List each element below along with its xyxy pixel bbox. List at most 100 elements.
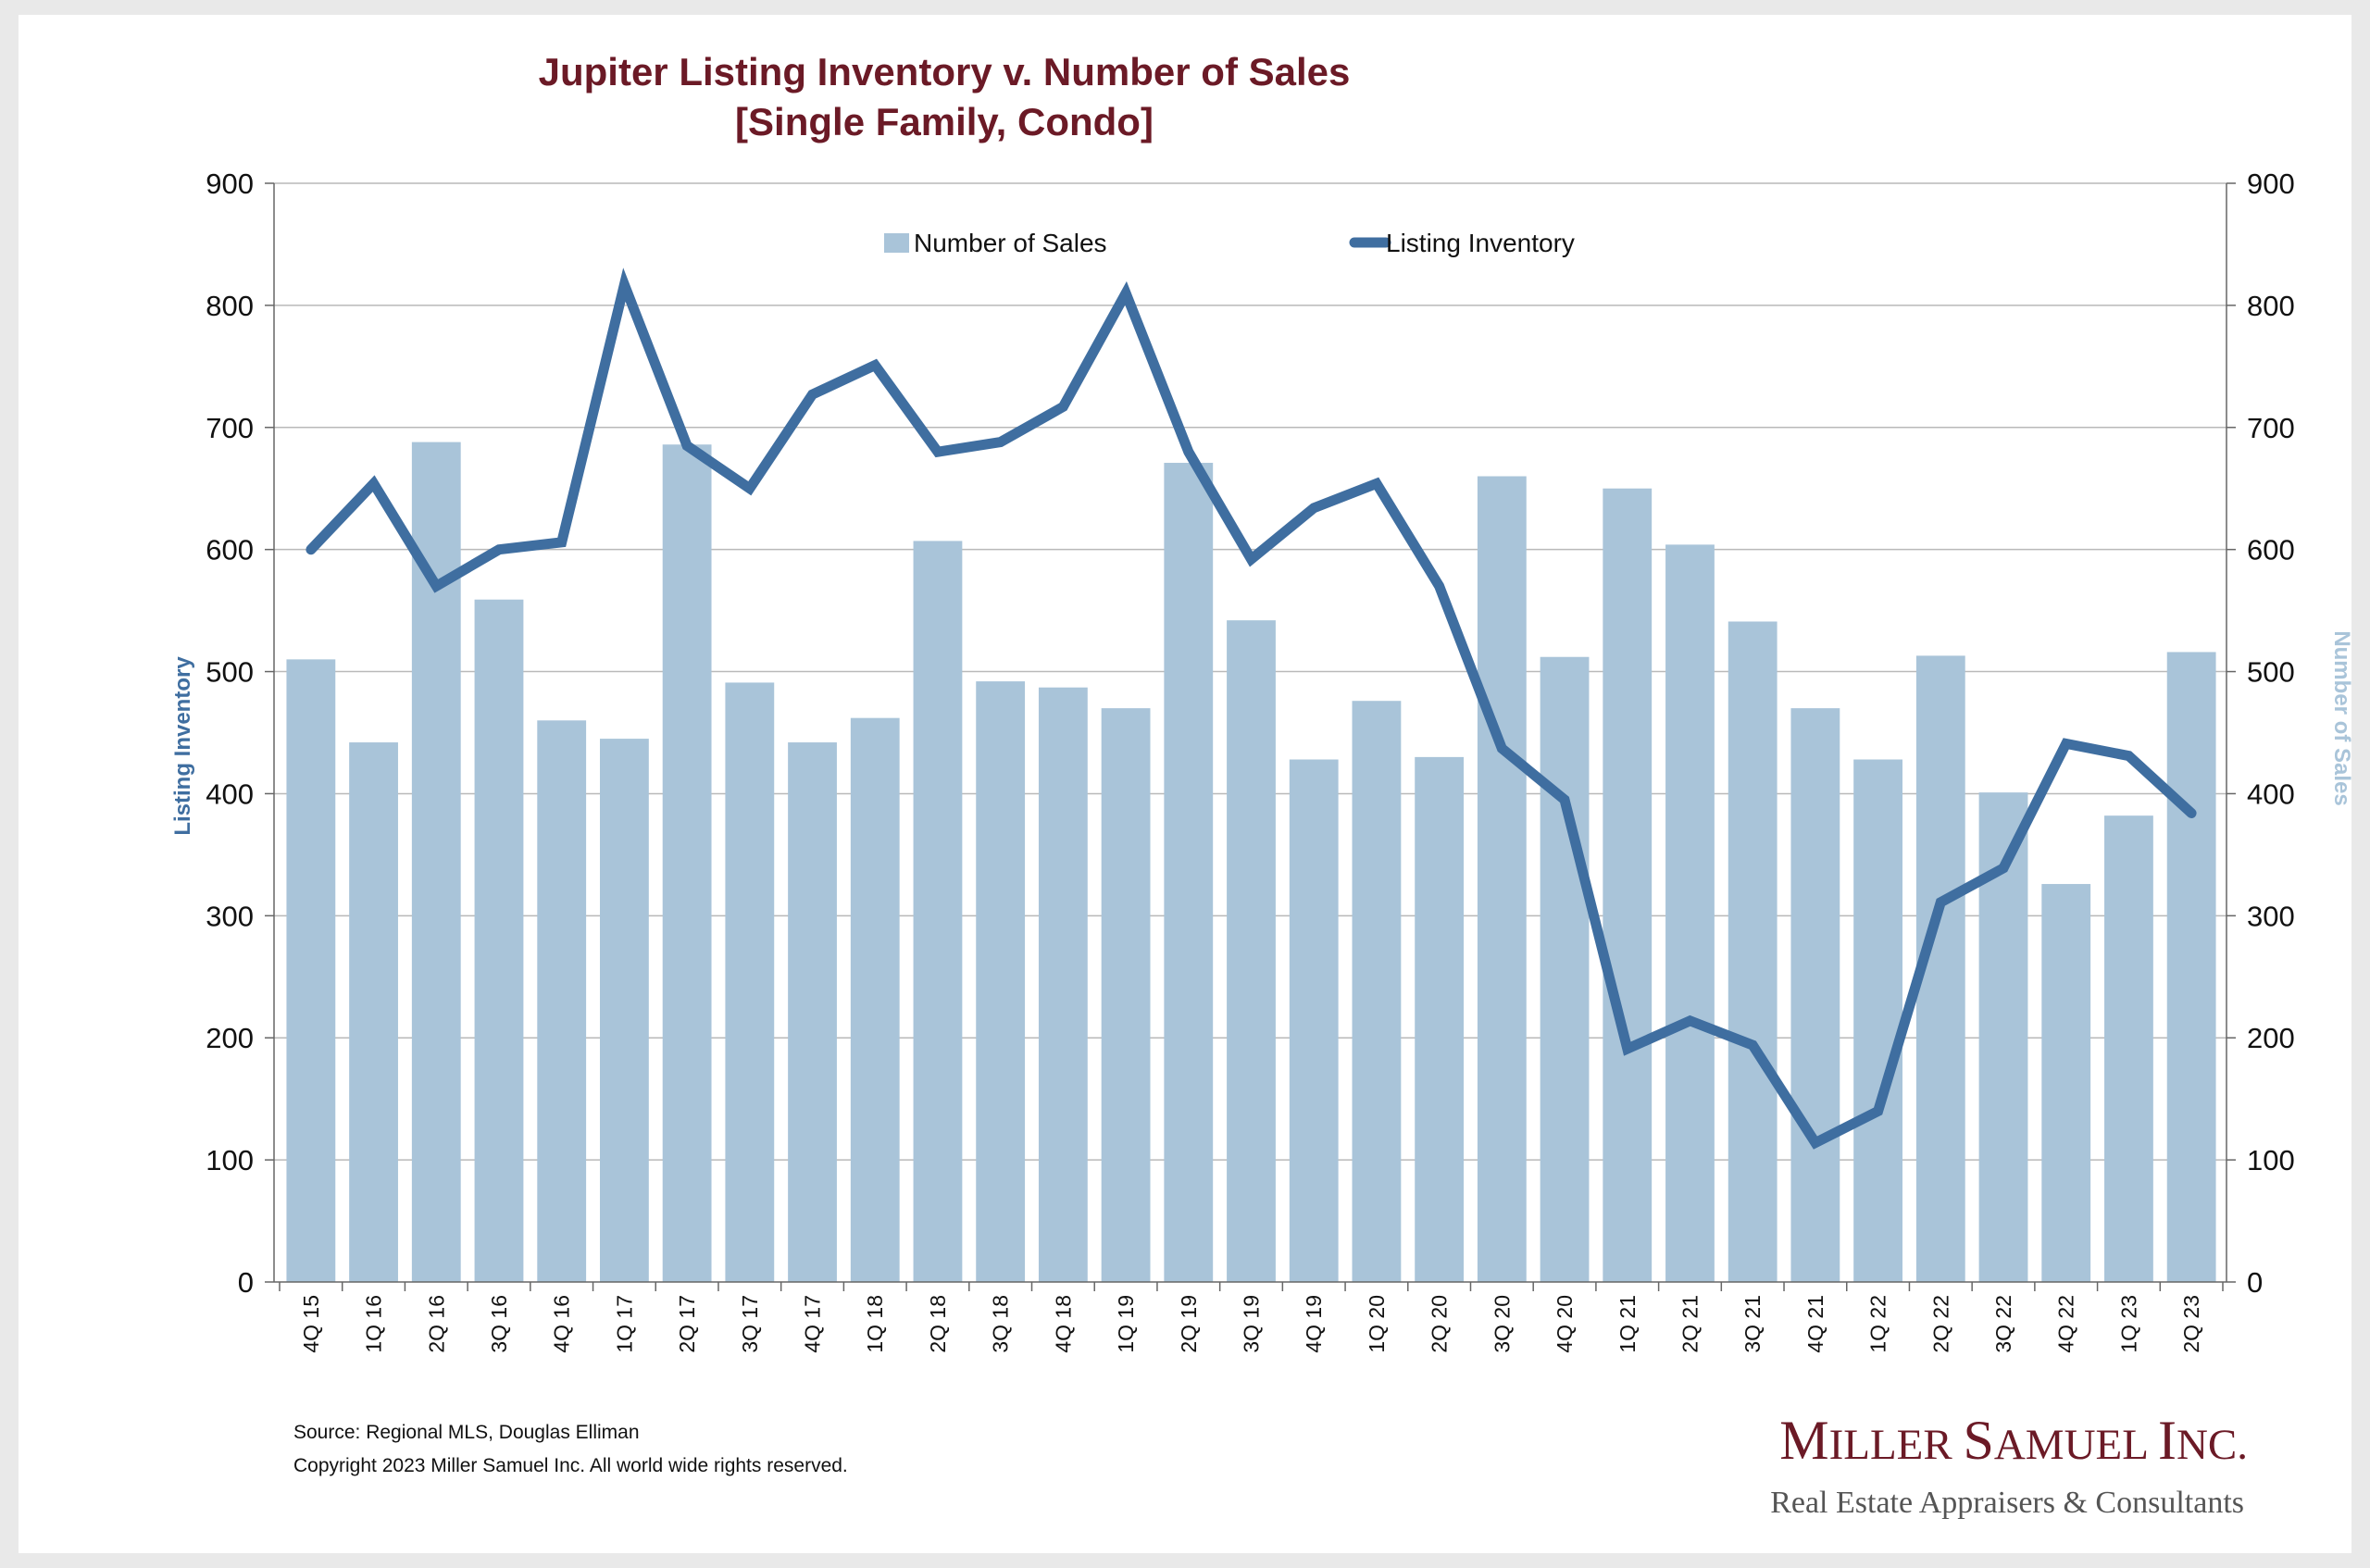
bar (913, 541, 963, 1282)
line-point (309, 548, 312, 551)
line-point (999, 441, 1002, 443)
y-left-tick-label: 600 (206, 534, 254, 566)
y-left-tick-label: 700 (206, 412, 254, 444)
y-right-tick-label: 200 (2247, 1022, 2295, 1054)
x-tick-label: 1Q 22 (1866, 1295, 1890, 1353)
line-point (748, 487, 751, 490)
legend-label-listing-inventory: Listing Inventory (1386, 229, 1575, 257)
y-right-tick-label: 600 (2247, 534, 2295, 566)
x-tick-label: 1Q 18 (863, 1295, 887, 1353)
axes (265, 182, 2236, 1291)
line-series-listing-inventory (306, 268, 2197, 1150)
y-right-tick-label: 100 (2247, 1144, 2295, 1176)
y-right-tick-label: 400 (2247, 778, 2295, 810)
bar (349, 742, 398, 1282)
line-point (874, 364, 877, 367)
line-point (1752, 1044, 1754, 1047)
bar-series-number-of-sales (286, 442, 2216, 1283)
line-point (497, 548, 500, 551)
x-tick-label: 4Q 18 (1051, 1295, 1075, 1353)
legend-label-number-of-sales: Number of Sales (914, 229, 1107, 257)
bar (1101, 708, 1151, 1282)
bar (2166, 652, 2216, 1282)
line-point (372, 482, 375, 485)
y-right-tick-label: 0 (2247, 1266, 2263, 1299)
miller-samuel-logo: MILLER SAMUEL INC. Real Estate Appraiser… (1770, 1410, 2248, 1520)
line-point (1564, 799, 1566, 802)
x-tick-label: 1Q 17 (612, 1295, 636, 1353)
y-left-tick-label: 400 (206, 778, 254, 810)
line-point (435, 585, 438, 588)
logo-tagline: Real Estate Appraisers & Consultants (1770, 1486, 2244, 1520)
bar (411, 442, 461, 1282)
x-tick-label: 2Q 16 (424, 1295, 448, 1353)
x-tick-label: 4Q 19 (1302, 1295, 1326, 1353)
y-right-tick-label: 500 (2247, 656, 2295, 689)
x-tick-label: 3Q 21 (1740, 1295, 1765, 1353)
chart-title-line-2: [Single Family, Condo] (735, 100, 1154, 143)
y-left-tick-label: 200 (206, 1022, 254, 1054)
bar (725, 682, 775, 1282)
line-point (1438, 585, 1441, 588)
y-left-tick-label: 800 (206, 290, 254, 322)
x-tick-label: 3Q 22 (1991, 1295, 2015, 1353)
bar (1352, 701, 1402, 1282)
line-point (1940, 901, 1942, 903)
line-point (2002, 866, 2005, 869)
bar (1540, 656, 1590, 1282)
legend-swatch-number-of-sales (884, 233, 909, 253)
x-tick-label: 4Q 16 (550, 1295, 574, 1353)
y-left-tick-label: 500 (206, 656, 254, 689)
bar (1728, 621, 1778, 1282)
bar (1289, 759, 1339, 1282)
legend: Number of Sales Listing Inventory (884, 229, 1575, 257)
x-tick-label: 4Q 17 (801, 1295, 825, 1353)
line-point (1501, 747, 1503, 750)
x-tick-labels: 4Q 15 1Q 16 2Q 16 3Q 16 4Q 16 1Q 17 2Q 17 3Q 17… (299, 1295, 2203, 1353)
y-tick-labels: 0 0 100 100 200 200 300 300 400 400 500 500 600 600 70… (206, 168, 2294, 1299)
x-tick-label: 4Q 20 (1553, 1295, 1577, 1353)
line-point (2127, 754, 2130, 757)
bar (1790, 708, 1840, 1282)
x-tick-label: 3Q 20 (1490, 1295, 1514, 1353)
line-point (1313, 506, 1316, 509)
x-tick-label: 3Q 17 (738, 1295, 762, 1353)
bar (1853, 759, 1903, 1282)
x-tick-label: 1Q 16 (362, 1295, 386, 1353)
bar (537, 720, 587, 1282)
bar (850, 717, 900, 1282)
y-left-tick-label: 100 (206, 1144, 254, 1176)
bar (1227, 620, 1276, 1282)
x-tick-label: 4Q 15 (299, 1295, 323, 1353)
bar (599, 739, 649, 1282)
bar (1038, 687, 1088, 1282)
x-tick-label: 2Q 22 (1928, 1295, 1952, 1353)
y-left-tick-label: 300 (206, 900, 254, 932)
line-point (2190, 812, 2193, 815)
bar (662, 444, 712, 1283)
y-right-tick-label: 700 (2247, 412, 2295, 444)
chart: Jupiter Listing Inventory v. Number of S… (170, 50, 2351, 1520)
y-right-tick-label: 300 (2247, 900, 2295, 932)
bar (2041, 884, 2091, 1282)
bar (976, 681, 1026, 1282)
x-tick-label: 1Q 20 (1365, 1295, 1389, 1353)
y-right-axis-label: Number of Sales (2329, 630, 2351, 805)
line-point (1062, 405, 1065, 408)
line-point (1125, 292, 1128, 294)
logo-wordmark: MILLER SAMUEL INC. (1779, 1410, 2248, 1471)
y-right-tick-label: 900 (2247, 168, 2295, 200)
copyright-note: Copyright 2023 Miller Samuel Inc. All wo… (293, 1455, 848, 1476)
bar (474, 599, 524, 1282)
bar (1164, 463, 1214, 1283)
line-point (1250, 558, 1253, 561)
line-point (1626, 1048, 1628, 1051)
line-point (1375, 482, 1378, 485)
bar (1665, 544, 1715, 1282)
y-right-tick-label: 800 (2247, 290, 2295, 322)
line-point (1689, 1019, 1691, 1022)
x-tick-label: 2Q 20 (1428, 1295, 1452, 1353)
line-point (936, 451, 939, 454)
y-left-tick-label: 0 (238, 1266, 254, 1299)
line-point (686, 444, 689, 447)
